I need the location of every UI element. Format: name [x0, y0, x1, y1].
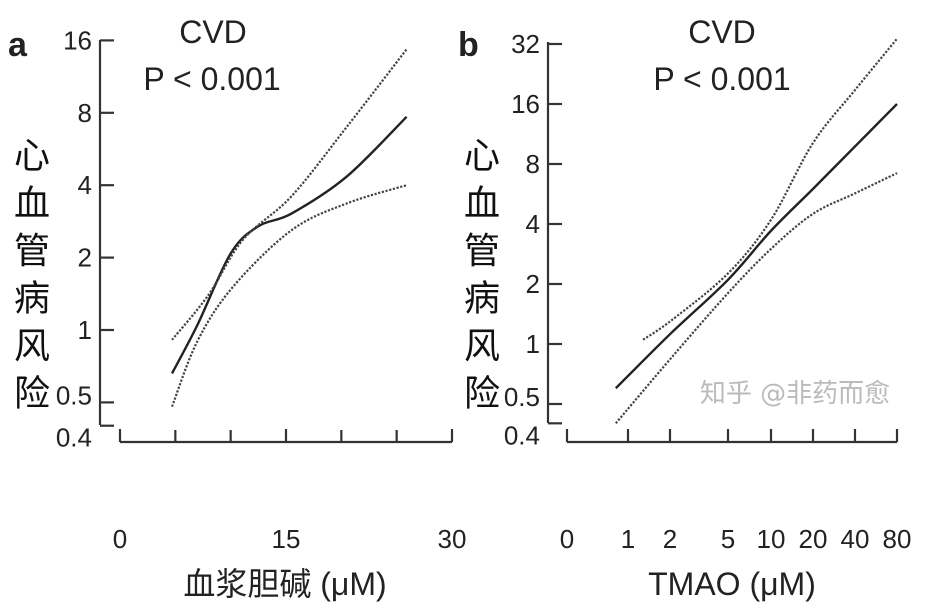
confidence-bound-line-a — [171, 48, 408, 341]
x-tick-label-b: 20 — [799, 524, 828, 554]
y-tick-label-a: 4 — [78, 170, 92, 200]
y-tick-label-b: 2 — [526, 269, 540, 299]
confidence-bound-line-b — [642, 38, 898, 341]
x-tick-label-b: 2 — [663, 524, 677, 554]
y-axis-label-char: 血 — [464, 184, 500, 224]
y-tick-label-b: 4 — [526, 209, 540, 239]
x-tick-label-b: 0 — [560, 524, 574, 554]
panel-label-a: a — [8, 26, 28, 64]
estimate-line-b — [614, 103, 898, 390]
y-axis-label-char: 病 — [14, 279, 50, 319]
x-tick-label-b: 1 — [621, 524, 635, 554]
y-tick-label-b: 1 — [526, 329, 540, 359]
y-axis-label-char: 风 — [464, 326, 500, 366]
y-tick-label-a: 2 — [78, 243, 92, 273]
chart-title-b: CVD — [688, 14, 756, 50]
y-tick-label-b: 8 — [526, 149, 540, 179]
chart-title-a: CVD — [179, 14, 247, 50]
y-tick-label-a: 0.5 — [56, 380, 92, 410]
y-tick-label-a: 8 — [78, 98, 92, 128]
p-value-b: P < 0.001 — [653, 61, 790, 97]
y-tick-label-b: 16 — [511, 89, 540, 119]
y-axis-label-char: 管 — [464, 231, 500, 271]
x-tick-label-a: 0 — [113, 524, 127, 554]
x-tick-label-b: 5 — [721, 524, 735, 554]
confidence-bound-line-a — [170, 184, 407, 408]
x-tick-label-b: 10 — [757, 524, 786, 554]
confidence-bound-line-b — [614, 172, 898, 425]
x-tick-label-b: 40 — [841, 524, 870, 554]
panel-label-b: b — [458, 26, 479, 64]
estimate-line-a — [170, 115, 408, 374]
y-axis-label-char: 险 — [464, 374, 500, 414]
y-tick-label-a: 16 — [63, 25, 92, 55]
watermark: 知乎 @非药而愈 — [700, 379, 890, 409]
y-tick-label-b: 0.4 — [504, 420, 540, 450]
y-tick-label-b: 32 — [511, 29, 540, 59]
y-tick-label-a: 1 — [78, 315, 92, 345]
x-axis-label-b: TMAO (μM) — [648, 566, 816, 602]
p-value-a: P < 0.001 — [143, 61, 280, 97]
y-axis-label-char: 管 — [14, 231, 50, 271]
x-tick-label-b: 80 — [883, 524, 912, 554]
y-tick-label-b: 0.5 — [504, 382, 540, 412]
y-axis-label-char: 风 — [14, 326, 50, 366]
y-tick-label-a: 0.4 — [56, 423, 92, 453]
x-tick-label-a: 30 — [438, 524, 467, 554]
y-axis-label-char: 心 — [14, 136, 50, 176]
x-axis-label-a: 血浆胆碱 (μM) — [183, 566, 386, 602]
y-axis-label-char: 心 — [464, 136, 500, 176]
x-tick-label-a: 15 — [272, 524, 301, 554]
y-axis-label-char: 病 — [464, 279, 500, 319]
y-axis-label-char: 血 — [14, 184, 50, 224]
y-axis-label-char: 险 — [14, 374, 50, 414]
